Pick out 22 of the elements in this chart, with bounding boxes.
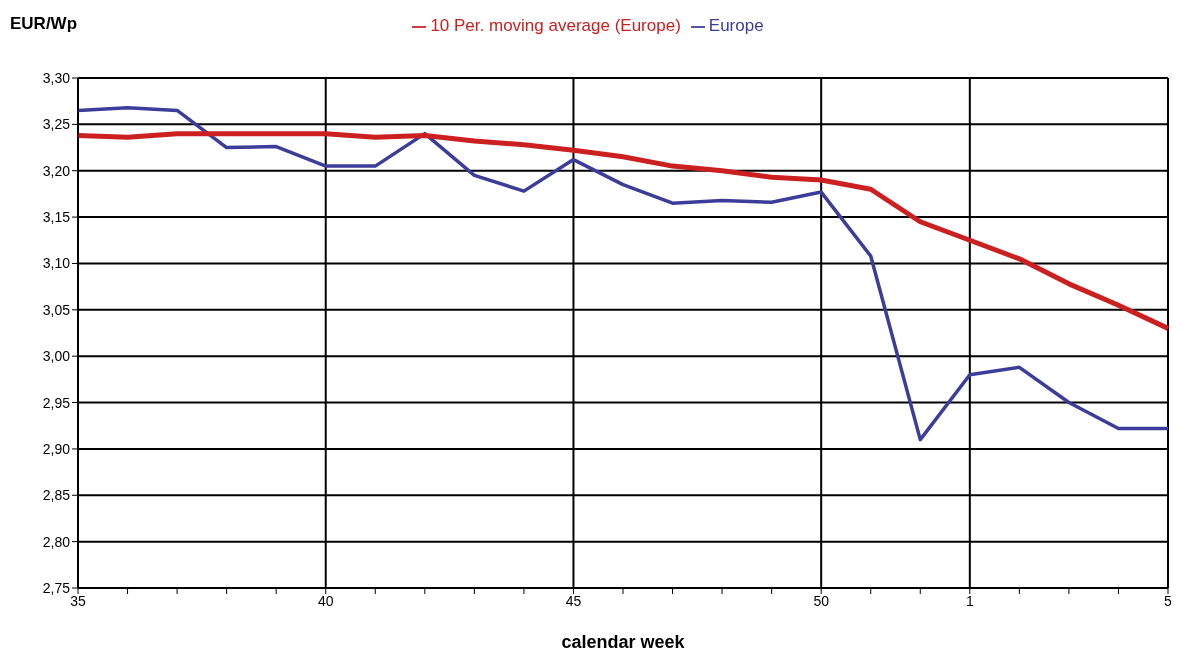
y-tick-label: 2,80 <box>42 533 71 550</box>
y-tick-label: 3,20 <box>42 162 71 179</box>
y-tick-label: 2,95 <box>42 394 71 411</box>
legend-label: 10 Per. moving average (Europe) <box>430 16 681 35</box>
legend-label: Europe <box>708 16 764 35</box>
x-tick-label: 5 <box>1164 592 1173 609</box>
y-tick-label: 2,85 <box>42 487 71 504</box>
x-tick-label: 50 <box>813 592 830 609</box>
y-tick-label: 3,00 <box>42 348 71 365</box>
y-axis-title: EUR/Wp <box>10 14 78 34</box>
x-tick-label: 35 <box>70 592 86 609</box>
y-tick-label: 2,75 <box>42 579 71 596</box>
y-tick-label: 3,10 <box>42 255 71 272</box>
x-tick-label: 45 <box>565 592 582 609</box>
x-tick-label: 1 <box>965 592 974 609</box>
x-axis-title: calendar week <box>561 632 686 652</box>
y-tick-label: 3,15 <box>42 209 71 226</box>
y-tick-label: 2,90 <box>42 440 71 457</box>
y-tick-label: 3,30 <box>42 69 71 86</box>
y-tick-label: 3,25 <box>42 116 71 133</box>
y-tick-label: 3,05 <box>42 301 71 318</box>
x-tick-label: 40 <box>317 592 334 609</box>
